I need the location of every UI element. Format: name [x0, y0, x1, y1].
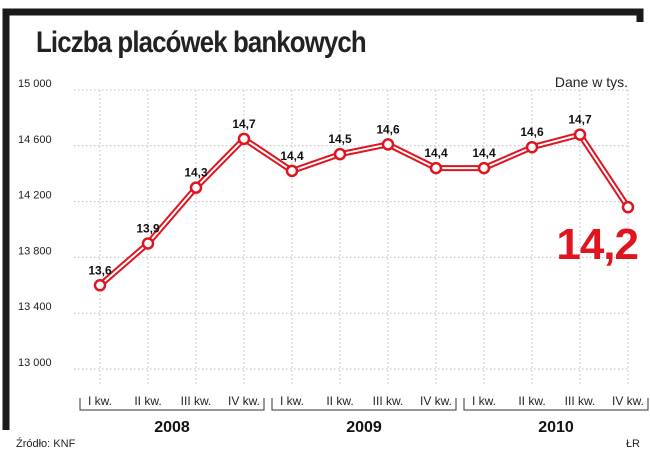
- series-line-layer: [93, 128, 635, 292]
- data-label: 14,5: [328, 132, 352, 146]
- data-label: 14,6: [520, 125, 544, 139]
- y-tick-label: 13 800: [18, 245, 52, 257]
- data-point: [141, 237, 155, 250]
- year-label: 2010: [538, 419, 574, 436]
- data-point: [381, 138, 395, 151]
- data-point: [429, 161, 443, 175]
- x-tick-label: II kw.: [518, 394, 545, 408]
- data-label: 14,4: [280, 149, 304, 163]
- x-tick-label: IV kw.: [420, 394, 452, 408]
- year-label: 2009: [346, 419, 382, 436]
- data-point: [189, 181, 203, 194]
- y-tick-label: 14 600: [18, 134, 52, 146]
- data-label: 14,3: [184, 166, 208, 180]
- series-line-inner: [99, 133, 629, 287]
- axis-layer: 15 000 14 600 14 200 13 800 13 400 13 000 I kw…: [18, 78, 649, 436]
- data-label: 14,4: [424, 146, 448, 160]
- data-label: 14,4: [472, 146, 496, 160]
- year-bracket: [79, 398, 265, 411]
- data-point: [333, 147, 347, 161]
- data-point: [525, 140, 539, 154]
- data-point: [477, 161, 491, 175]
- y-tick-label: 13 000: [18, 357, 52, 369]
- x-tick-label: III kw.: [373, 394, 404, 408]
- data-label-layer: 13,6 13,9 14,3 14,7 14,4 14,5 14,6 14,4 14,4 14,6…: [88, 113, 639, 278]
- data-point: [621, 200, 635, 214]
- x-tick-label: III kw.: [181, 394, 212, 408]
- unit-note: Dane w tys.: [554, 74, 628, 90]
- x-tick-label: III kw.: [565, 394, 596, 408]
- data-label: 13,9: [136, 221, 160, 235]
- data-point: [285, 164, 299, 178]
- data-label: 13,6: [88, 263, 112, 277]
- data-label: 14,7: [232, 117, 256, 131]
- data-point: [93, 279, 107, 292]
- year-label: 2008: [154, 419, 190, 436]
- x-tick-label: IV kw.: [612, 394, 644, 408]
- source-note: Źródło: KNF: [16, 438, 76, 450]
- year-bracket: [271, 398, 457, 411]
- year-bracket: [463, 398, 649, 411]
- data-label: 14,6: [376, 122, 400, 136]
- x-tick-label: II kw.: [134, 394, 161, 408]
- data-label-highlight: 14,2: [556, 220, 638, 269]
- y-tick-label: 13 400: [18, 301, 52, 313]
- x-tick-label: I kw.: [280, 394, 304, 408]
- x-tick-label: I kw.: [472, 394, 496, 408]
- x-tick-label: II kw.: [326, 394, 353, 408]
- chart-title: Liczba placówek bankowych: [36, 26, 367, 59]
- x-tick-label: IV kw.: [228, 394, 260, 408]
- y-tick-label: 14 200: [18, 190, 52, 202]
- data-point: [237, 132, 251, 146]
- data-point: [573, 128, 587, 141]
- author-credit: ŁR: [625, 438, 640, 450]
- x-tick-label: I kw.: [88, 394, 112, 408]
- data-label: 14,7: [568, 113, 592, 127]
- series-line-outer: [97, 131, 631, 289]
- y-tick-label: 15 000: [18, 78, 52, 90]
